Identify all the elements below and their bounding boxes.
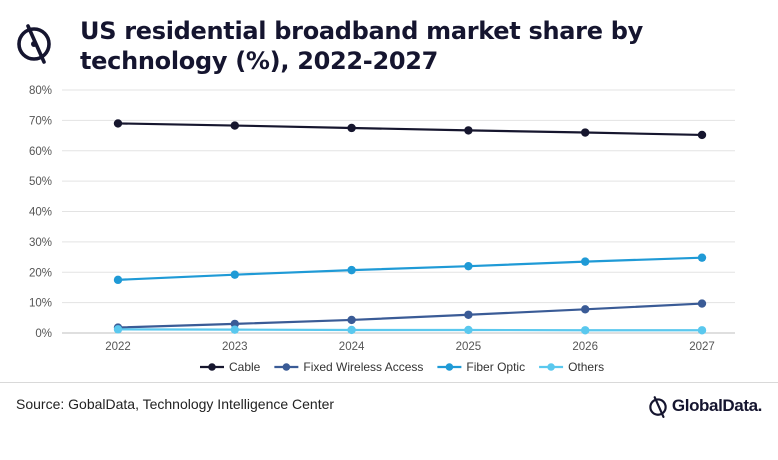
y-tick-label: 50% [29,176,52,188]
chart-legend: Cable Fixed Wireless Access Fiber Optic Oth… [200,360,604,374]
data-point [113,119,123,128]
legend-label: Fixed Wireless Access [303,360,423,374]
footer-divider [0,382,778,383]
x-axis-labels: 2022 2023 2024 2025 2026 2027 [105,341,715,353]
data-point [581,305,590,314]
series-line [117,328,702,332]
x-tick-label: 2022 [105,341,131,353]
y-tick-label: 40% [29,207,52,219]
globaldata-brand-icon [649,396,667,418]
legend-label: Cable [229,360,261,374]
data-point [230,270,239,279]
series-fixed-wireless-access [113,299,707,332]
data-point [697,253,707,262]
y-tick-label: 20% [29,267,52,279]
data-point [697,299,707,308]
series-line [117,256,703,281]
x-tick-label: 2024 [339,341,365,353]
x-tick-label: 2025 [456,341,482,353]
data-point [347,265,356,275]
legend-item: Fixed Wireless Access [274,360,423,374]
data-point [464,310,473,319]
brand-name: GlobalData. [671,396,762,415]
y-axis-labels: 0% 10% 20% 30% 40% 50% 60% 70% 80% [29,85,52,340]
series-fiber-optic [113,253,707,285]
source-note: Source: GobalData, Technology Intelligen… [16,396,335,412]
data-point [697,130,707,140]
chart-title: US residential broadband market share by… [80,17,643,75]
data-point [581,257,590,266]
legend-swatch-marker [282,363,291,371]
data-point [113,325,123,334]
series-lines [113,119,707,335]
legend-item: Others [539,360,604,374]
data-point [581,326,590,335]
legend-swatch-marker [208,363,216,371]
legend-item: Cable [200,360,261,374]
y-tick-label: 60% [29,146,52,158]
data-point [464,261,473,271]
data-point [230,121,239,130]
y-tick-label: 30% [29,237,52,249]
y-tick-label: 70% [29,115,52,127]
x-tick-label: 2027 [689,341,715,353]
data-point [347,325,356,335]
legend-swatch-marker [547,363,555,371]
legend-label: Others [568,360,604,374]
y-tick-label: 10% [29,298,52,310]
data-point [581,128,590,137]
brand-logo: GlobalData. [647,394,762,418]
data-point [113,275,123,285]
x-tick-label: 2026 [572,341,598,353]
chart-grid [62,89,735,334]
data-point [347,123,356,133]
legend-item: Fiber Optic [437,360,525,374]
y-tick-label: 80% [29,85,52,97]
series-others [113,325,707,335]
data-point [230,325,239,334]
series-cable [113,119,707,140]
data-point [230,319,239,329]
y-tick-label: 0% [35,328,52,340]
data-point [697,326,707,335]
series-line [117,302,703,329]
data-point [464,325,473,335]
legend-label: Fiber Optic [466,360,525,374]
line-chart: 0%10%20%30%40%50%60%70%80% 2022 2023 2024 2… [29,85,735,374]
globaldata-logo-icon [17,24,51,64]
legend-swatch-marker [445,363,454,371]
x-tick-label: 2023 [222,341,248,353]
data-point [347,315,356,325]
series-line [117,122,703,137]
data-point [464,126,473,135]
